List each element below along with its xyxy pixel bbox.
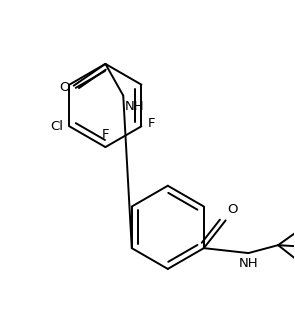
Text: O: O	[59, 81, 70, 94]
Text: NH: NH	[239, 257, 258, 270]
Text: NH: NH	[125, 100, 145, 113]
Text: F: F	[148, 117, 155, 130]
Text: Cl: Cl	[50, 120, 63, 133]
Text: O: O	[228, 203, 238, 216]
Text: F: F	[102, 128, 109, 141]
